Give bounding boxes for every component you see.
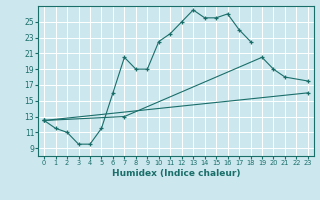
X-axis label: Humidex (Indice chaleur): Humidex (Indice chaleur): [112, 169, 240, 178]
